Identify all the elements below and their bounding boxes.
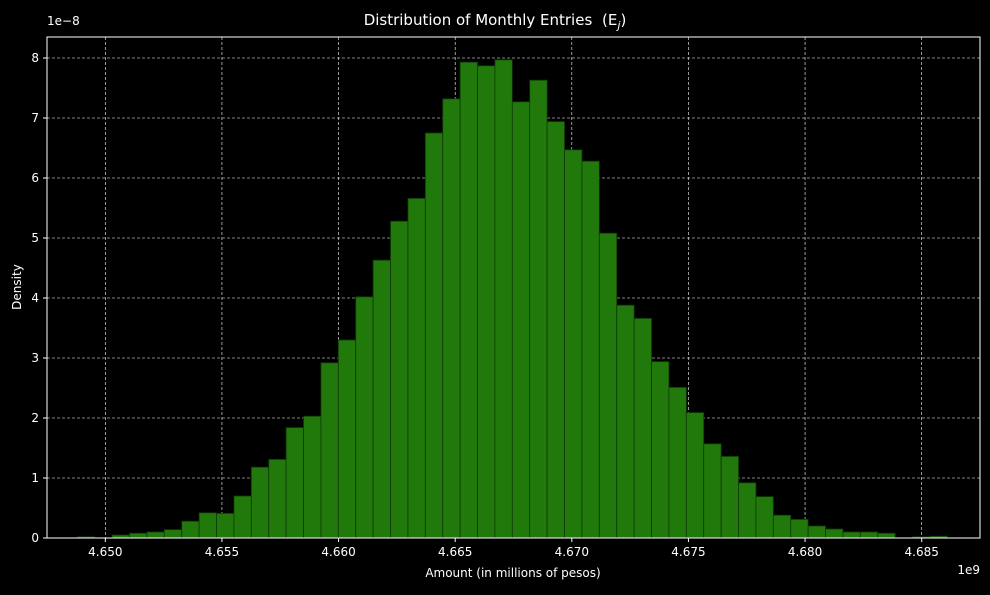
histogram-bar-30: [598, 232, 618, 539]
histogram-bar-22: [459, 61, 478, 539]
y-tick-label-2: 2: [31, 411, 39, 425]
histogram-bar-38: [738, 482, 757, 539]
histogram-bar-39: [755, 496, 774, 539]
histogram-bar-36: [703, 443, 722, 539]
histogram-bar-41: [790, 519, 809, 539]
histogram-bar-23: [477, 65, 496, 539]
x-tick-label-7: 4.685: [905, 545, 939, 559]
x-tick-label-1: 4.655: [205, 545, 239, 559]
histogram-bar-11: [268, 458, 287, 539]
histogram-bar-40: [772, 514, 792, 539]
y-tick-label-4: 4: [31, 291, 39, 305]
histogram-bar-12: [285, 427, 304, 539]
histogram-bar-13: [303, 415, 322, 539]
y-tick-label-7: 7: [31, 111, 39, 125]
histogram-bar-10: [250, 466, 270, 539]
x-offset-label: 1e9: [957, 563, 980, 577]
histogram-bar-33: [651, 361, 670, 539]
histogram-bar-31: [616, 304, 635, 539]
histogram-bar-24: [494, 59, 513, 539]
x-tick-label-4: 4.670: [555, 545, 589, 559]
histogram-bar-43: [825, 528, 844, 539]
histogram-bar-26: [529, 79, 548, 539]
histogram-bar-27: [546, 121, 565, 539]
y-offset-label: 1e−8: [47, 14, 80, 28]
y-tick-label-6: 6: [31, 171, 39, 185]
x-tick-label-3: 4.665: [438, 545, 472, 559]
bars-layer: [76, 59, 948, 539]
y-axis-ticks: 0 1 2 3 4 5 6 7 8: [31, 51, 47, 545]
histogram-bar-21: [442, 98, 461, 539]
histogram-bar-5: [163, 529, 183, 539]
y-tick-label-8: 8: [31, 51, 39, 65]
histogram-bar-25: [511, 101, 531, 539]
histogram-bar-42: [807, 525, 826, 539]
histogram-bar-14: [320, 362, 339, 539]
histogram-bar-35: [685, 412, 705, 539]
histogram-bar-6: [181, 520, 200, 539]
y-tick-label-3: 3: [31, 351, 39, 365]
histogram-bar-20: [424, 132, 444, 539]
histogram-bar-16: [355, 296, 374, 539]
y-axis-label: Density: [10, 264, 24, 310]
histogram-bar-17: [372, 259, 391, 539]
histogram-bar-4: [146, 531, 165, 539]
histogram-bar-3: [129, 532, 148, 539]
histogram-bar-46: [877, 532, 896, 539]
histogram-bar-7: [198, 512, 217, 539]
x-axis-label: Amount (in millions of pesos): [425, 566, 600, 580]
histogram-bar-28: [564, 149, 583, 539]
histogram-bar-18: [390, 220, 409, 539]
histogram-bar-45: [859, 531, 879, 539]
histogram-bar-37: [720, 455, 739, 539]
histogram-bar-32: [633, 317, 652, 539]
histogram-bar-44: [842, 531, 861, 539]
chart-title: Distribution of Monthly Entries (Ej): [364, 11, 627, 32]
histogram-bar-19: [407, 197, 426, 539]
histogram-bar-34: [668, 386, 687, 539]
histogram-bar-8: [216, 513, 235, 539]
x-tick-label-5: 4.675: [671, 545, 705, 559]
x-axis-ticks: 4.650 4.655 4.660 4.665 4.670 4.675 4.680 4.685: [88, 538, 939, 559]
y-tick-label-0: 0: [31, 531, 39, 545]
x-tick-label-0: 4.650: [88, 545, 122, 559]
plot-frame: [46, 36, 981, 539]
x-tick-label-2: 4.660: [321, 545, 355, 559]
x-tick-label-6: 4.680: [788, 545, 822, 559]
y-tick-label-1: 1: [31, 471, 39, 485]
histogram-bar-29: [581, 160, 600, 539]
histogram-bar-15: [337, 339, 357, 539]
y-tick-label-5: 5: [31, 231, 39, 245]
histogram-bar-9: [233, 495, 252, 539]
